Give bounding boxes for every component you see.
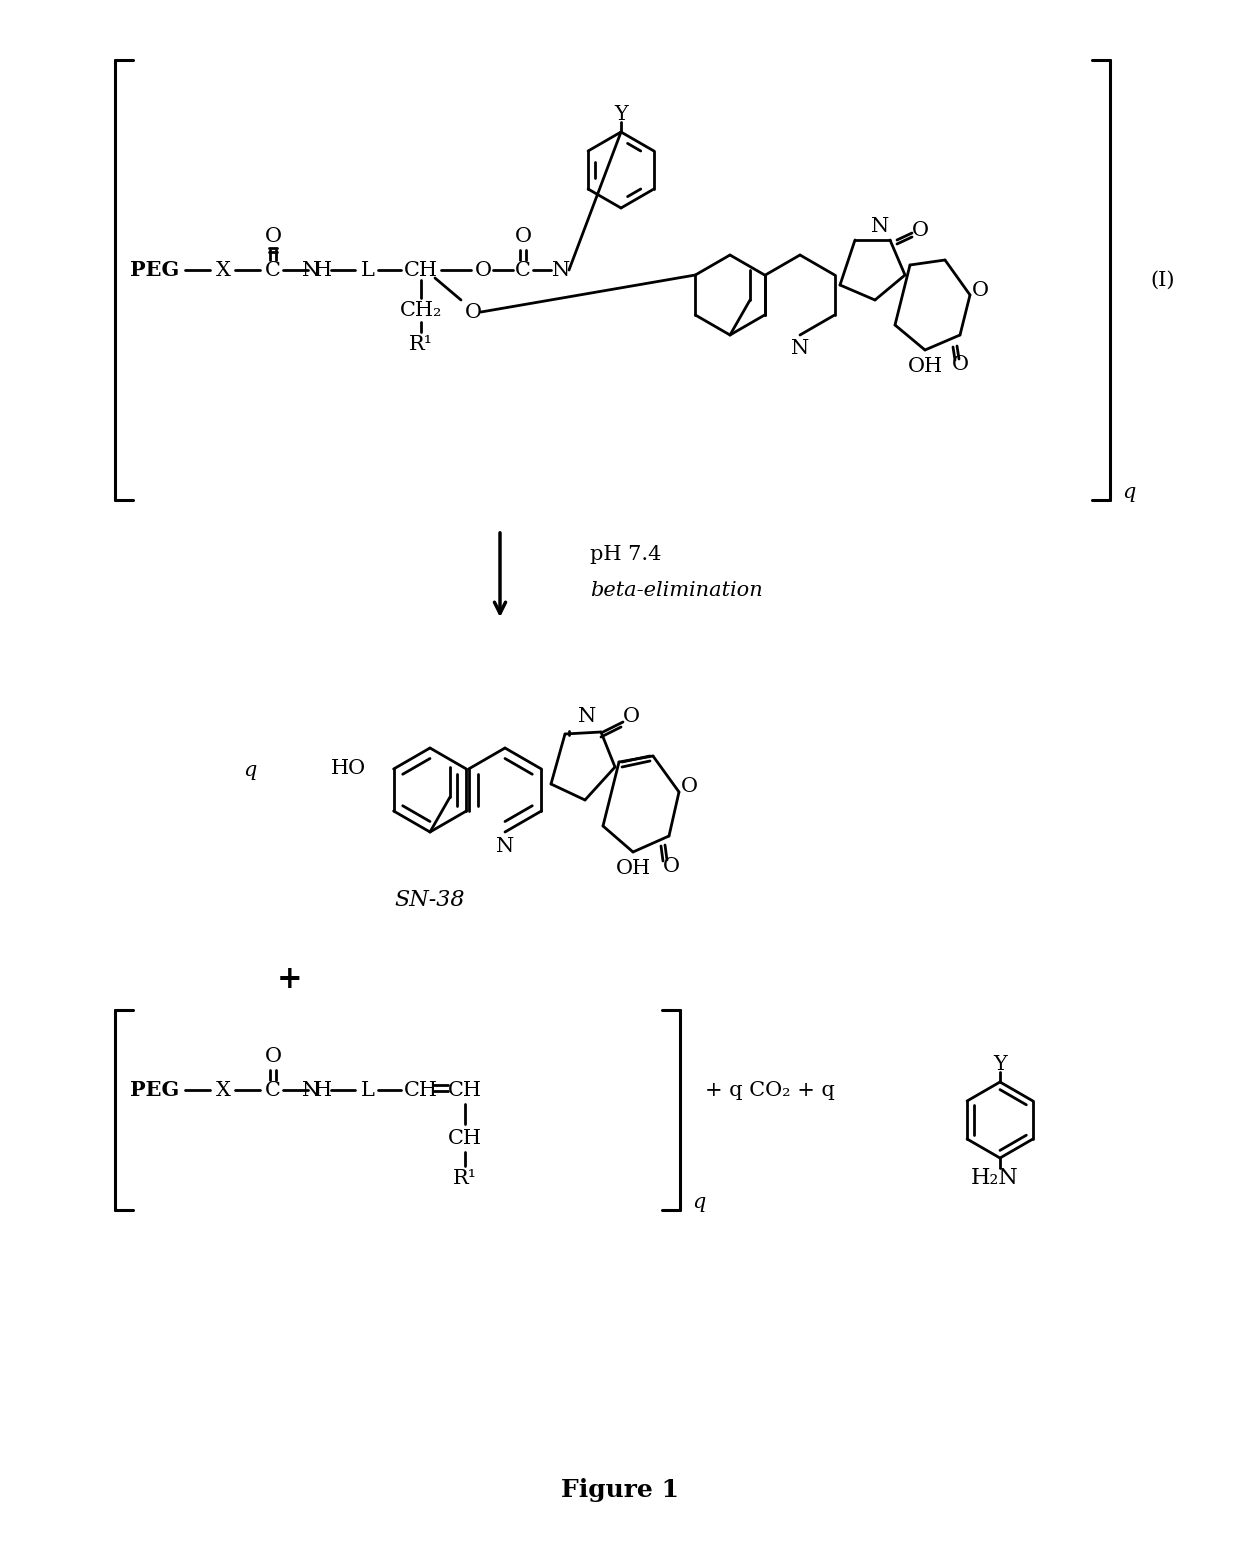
Text: O: O <box>662 856 680 876</box>
Text: N: N <box>870 218 889 237</box>
Text: N: N <box>301 260 320 280</box>
Text: C: C <box>265 260 281 280</box>
Text: O: O <box>465 302 481 322</box>
Text: X: X <box>216 1081 231 1099</box>
Text: Y: Y <box>614 105 627 124</box>
Text: O: O <box>264 226 281 246</box>
Text: O: O <box>515 226 532 246</box>
Text: +: + <box>278 964 303 995</box>
Text: CH: CH <box>448 1081 482 1099</box>
Text: O: O <box>971 280 988 299</box>
Text: O: O <box>264 1046 281 1065</box>
Text: O: O <box>951 356 968 375</box>
Text: R¹: R¹ <box>453 1169 477 1187</box>
Text: N: N <box>496 836 515 856</box>
Text: C: C <box>515 260 531 280</box>
Text: q: q <box>243 760 257 780</box>
Text: Figure 1: Figure 1 <box>560 1478 680 1502</box>
Text: O: O <box>681 777 697 796</box>
Text: O: O <box>622 707 640 726</box>
Text: H: H <box>314 1081 332 1099</box>
Text: C: C <box>265 1081 281 1099</box>
Text: Y: Y <box>993 1054 1007 1073</box>
Text: q: q <box>1122 483 1136 502</box>
Text: N: N <box>791 339 810 359</box>
Text: H₂N: H₂N <box>971 1167 1019 1189</box>
Text: CH: CH <box>404 1081 438 1099</box>
Text: q: q <box>692 1192 706 1212</box>
Text: pH 7.4: pH 7.4 <box>590 545 661 565</box>
Text: CH: CH <box>404 260 438 280</box>
Text: N: N <box>552 260 570 280</box>
Text: OH: OH <box>908 358 942 376</box>
Text: PEG: PEG <box>130 260 180 280</box>
Text: HO: HO <box>331 760 366 779</box>
Text: L: L <box>361 1081 374 1099</box>
Text: (I): (I) <box>1149 271 1174 289</box>
Text: + q CO₂ + q: + q CO₂ + q <box>706 1081 835 1099</box>
Text: O: O <box>911 220 929 240</box>
Text: SN-38: SN-38 <box>394 889 465 912</box>
Text: PEG: PEG <box>130 1081 180 1101</box>
Text: CH₂: CH₂ <box>399 300 443 319</box>
Text: N: N <box>301 1081 320 1099</box>
Text: R¹: R¹ <box>409 336 433 354</box>
Text: O: O <box>475 260 491 280</box>
Text: OH: OH <box>615 859 651 879</box>
Text: X: X <box>216 260 231 280</box>
Text: CH: CH <box>448 1128 482 1147</box>
Text: L: L <box>361 260 374 280</box>
Text: N: N <box>578 707 596 726</box>
Text: beta-elimination: beta-elimination <box>590 580 763 599</box>
Text: H: H <box>314 260 332 280</box>
